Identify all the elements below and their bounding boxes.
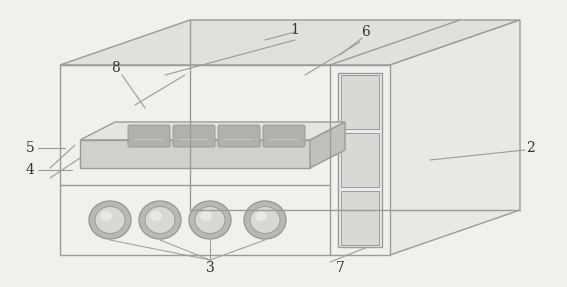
Text: 1: 1 — [290, 23, 299, 37]
FancyBboxPatch shape — [218, 125, 260, 147]
Polygon shape — [390, 20, 520, 255]
Polygon shape — [80, 122, 345, 140]
Ellipse shape — [139, 201, 181, 239]
Text: 3: 3 — [206, 261, 214, 275]
Ellipse shape — [150, 211, 162, 221]
Text: 4: 4 — [26, 163, 35, 177]
FancyBboxPatch shape — [128, 125, 170, 147]
Bar — [341, 191, 379, 245]
FancyBboxPatch shape — [263, 125, 305, 147]
Polygon shape — [310, 122, 345, 168]
Bar — [60, 65, 390, 255]
Ellipse shape — [100, 211, 112, 221]
Polygon shape — [60, 20, 520, 65]
Ellipse shape — [95, 207, 125, 234]
Bar — [338, 73, 382, 247]
Ellipse shape — [195, 207, 225, 234]
Ellipse shape — [145, 207, 175, 234]
FancyBboxPatch shape — [173, 125, 215, 147]
Ellipse shape — [244, 201, 286, 239]
Text: 8: 8 — [111, 61, 120, 75]
Text: 2: 2 — [526, 141, 534, 155]
Text: 7: 7 — [336, 261, 344, 275]
Ellipse shape — [250, 207, 280, 234]
Ellipse shape — [189, 201, 231, 239]
Text: 6: 6 — [361, 25, 369, 39]
Ellipse shape — [200, 211, 212, 221]
Text: 5: 5 — [26, 141, 35, 155]
Bar — [341, 133, 379, 187]
Bar — [80, 140, 310, 168]
Bar — [341, 75, 379, 129]
Ellipse shape — [255, 211, 267, 221]
Ellipse shape — [89, 201, 131, 239]
